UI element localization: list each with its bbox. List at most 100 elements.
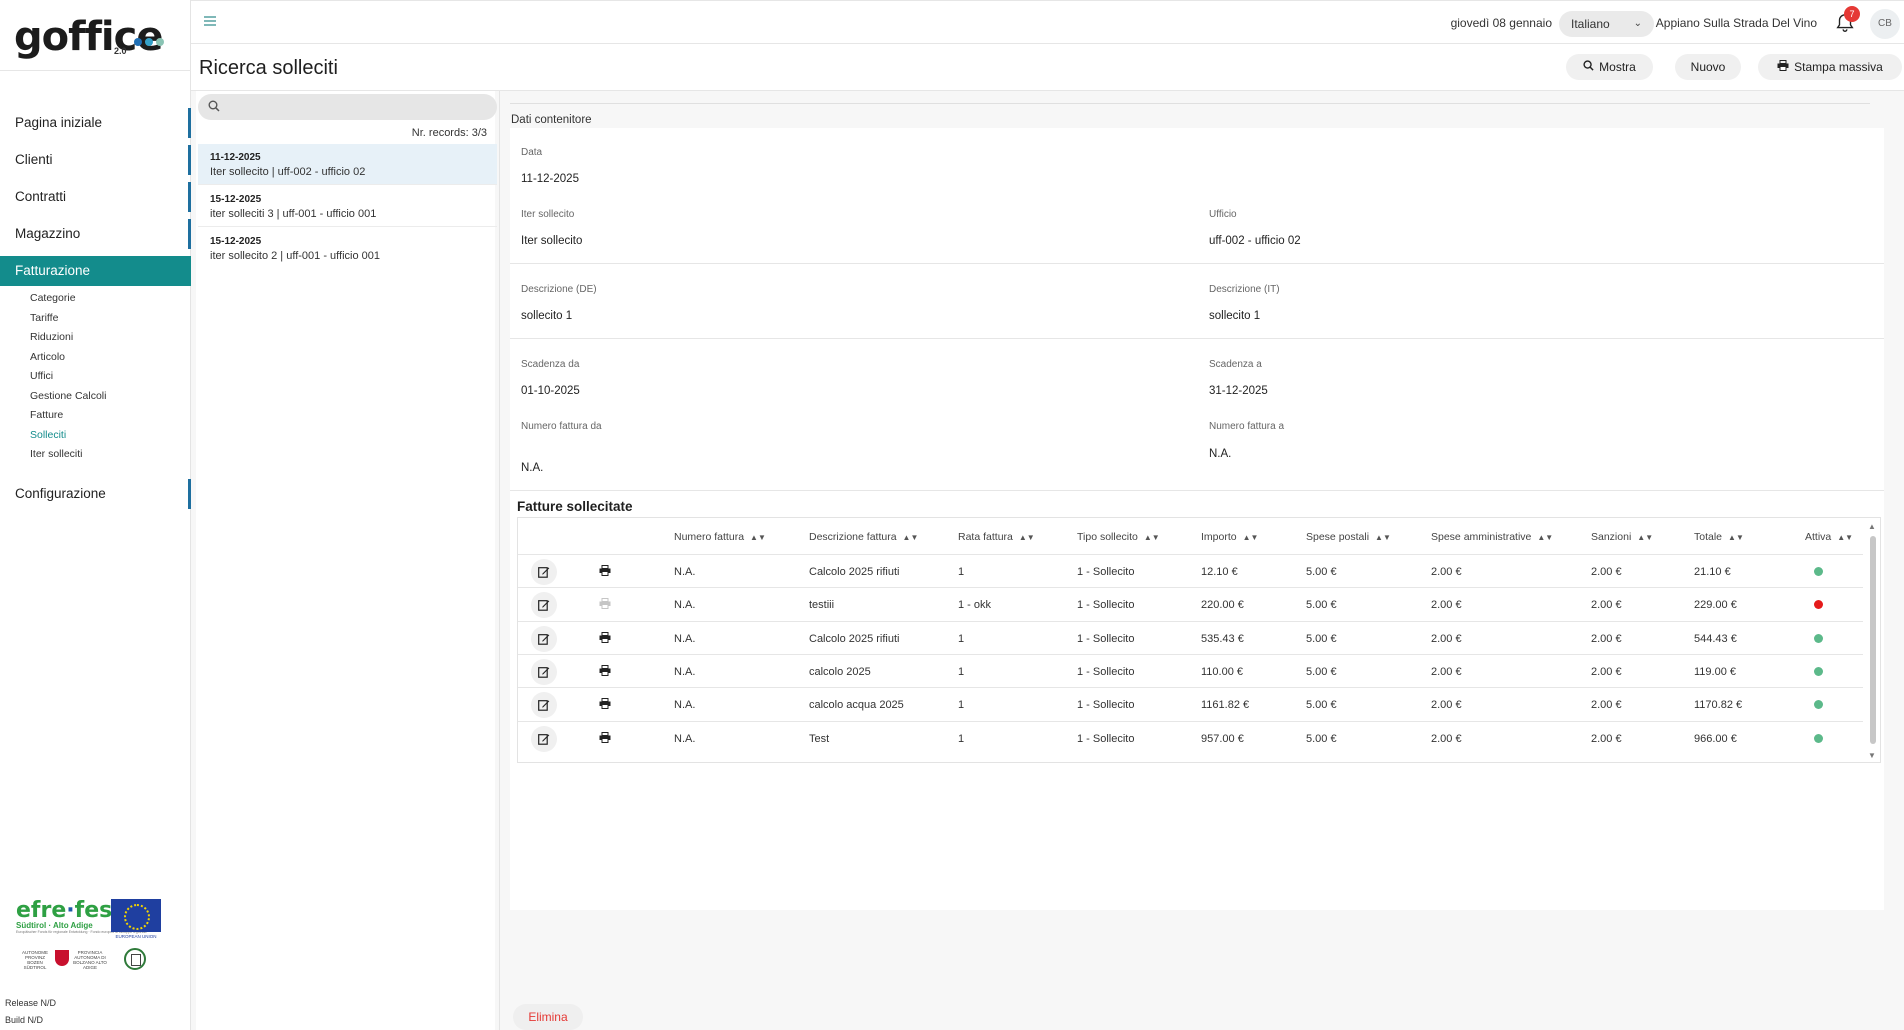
- search-icon: [1583, 54, 1594, 80]
- edit-icon[interactable]: [531, 658, 557, 685]
- cell-tipo: 1 - Sollecito: [1077, 732, 1135, 745]
- nuovo-button[interactable]: Nuovo: [1675, 54, 1741, 80]
- column-header-spese-postali[interactable]: Spese postali ▲▼: [1306, 531, 1391, 543]
- list-item-title: iter solleciti 3 | uff-001 - ufficio 001: [210, 208, 377, 220]
- field-value-desc-de: sollecito 1: [521, 310, 573, 322]
- edit-icon[interactable]: [531, 625, 557, 652]
- elimina-button[interactable]: Elimina: [513, 1004, 583, 1030]
- status-dot-icon: [1814, 633, 1823, 643]
- subnav-item-riduzioni[interactable]: Riduzioni: [30, 331, 74, 343]
- sidebar: goffice 2.0 Pagina iniziale Clienti Cont…: [0, 0, 191, 1030]
- subnav-item-articolo[interactable]: Articolo: [30, 350, 66, 363]
- printer-icon: [1777, 54, 1789, 80]
- language-select[interactable]: Italiano ⌄: [1559, 11, 1654, 37]
- column-header-importo[interactable]: Importo ▲▼: [1201, 531, 1259, 543]
- fatturazione-submenu: Categorie Tariffe Riduzioni Articolo Uff…: [0, 289, 191, 465]
- build-label: Build N/D: [5, 1015, 44, 1025]
- cell-descrizione: testiii: [809, 599, 835, 612]
- cell-spese-amm: 2.00 €: [1431, 632, 1462, 645]
- logo-divider: [0, 70, 191, 71]
- subnav-item-fatture[interactable]: Fatture: [30, 409, 64, 421]
- scroll-down-icon: ▼: [1868, 751, 1876, 760]
- italian-emblem-icon: [124, 948, 146, 970]
- nav-indicator: [188, 108, 191, 138]
- nav-item-clienti[interactable]: Clienti: [0, 145, 191, 175]
- cell-rata: 1: [958, 699, 965, 712]
- column-header-attiva[interactable]: Attiva ▲▼: [1805, 531, 1854, 543]
- field-label-scadenza-da: Scadenza da: [521, 359, 580, 370]
- cell-descrizione: Test: [809, 732, 830, 745]
- edit-icon[interactable]: [531, 692, 557, 719]
- efre-region: Südtirol · Alto Adige: [16, 921, 93, 930]
- cell-rata: 1: [958, 566, 965, 578]
- app-logo[interactable]: goffice: [14, 14, 163, 60]
- cell-spese-amm: 2.00 €: [1431, 566, 1462, 578]
- cell-descrizione: Calcolo 2025 rifiuti: [809, 566, 900, 578]
- printer-icon[interactable]: [599, 698, 611, 712]
- nav-item-fatturazione[interactable]: Fatturazione: [0, 256, 191, 286]
- subnav-item-uffici[interactable]: Uffici: [30, 370, 54, 382]
- column-header-sanzioni[interactable]: Sanzioni ▲▼: [1591, 531, 1654, 543]
- cell-totale: 966.00 €: [1694, 732, 1737, 745]
- column-header-rata-fattura[interactable]: Rata fattura ▲▼: [958, 531, 1035, 543]
- nav-item-magazzino[interactable]: Magazzino: [0, 219, 191, 249]
- column-header-numero-fattura[interactable]: Numero fattura ▲▼: [674, 531, 766, 543]
- cell-spese-amm: 2.00 €: [1431, 732, 1462, 745]
- cell-tipo: 1 - Sollecito: [1077, 566, 1135, 578]
- nav-item-contratti[interactable]: Contratti: [0, 182, 191, 212]
- hamburger-menu-icon[interactable]: [204, 16, 216, 28]
- printer-icon[interactable]: [599, 664, 611, 679]
- search-input[interactable]: [198, 94, 497, 120]
- printer-icon[interactable]: [599, 631, 611, 646]
- nav-item-configurazione[interactable]: Configurazione: [0, 478, 191, 509]
- list-item-date: 11-12-2025: [210, 152, 261, 163]
- records-count: Nr. records: 3/3: [411, 127, 487, 139]
- efre-tagline: Europäischer Fonds für regionale Entwick…: [16, 930, 148, 934]
- table-scrollbar[interactable]: ▲ ▼: [1868, 522, 1878, 760]
- mostra-button[interactable]: Mostra: [1566, 54, 1653, 80]
- printer-icon[interactable]: [599, 565, 611, 579]
- column-header-spese-amministrative[interactable]: Spese amministrative ▲▼: [1431, 531, 1554, 543]
- cell-spese-postali: 5.00 €: [1306, 699, 1337, 712]
- nav-item-label: Fatturazione: [15, 263, 91, 278]
- cell-importo: 957.00 €: [1201, 732, 1244, 745]
- list-item[interactable]: 15-12-2025 iter sollecito 2 | uff-001 - …: [198, 228, 497, 269]
- page-header: Ricerca solleciti Mostra Nuovo Stampa ma…: [191, 44, 1904, 91]
- cell-tipo: 1 - Sollecito: [1077, 699, 1135, 712]
- cell-sanzioni: 2.00 €: [1591, 566, 1622, 578]
- stampa-massiva-button[interactable]: Stampa massiva: [1758, 54, 1902, 80]
- cell-importo: 1161.82 €: [1201, 699, 1250, 712]
- cell-numero: N.A.: [674, 599, 696, 612]
- edit-icon[interactable]: [531, 559, 557, 585]
- subnav-item-solleciti[interactable]: Solleciti: [30, 428, 67, 441]
- section-label: Dati contenitore: [511, 114, 592, 126]
- column-header-descrizione-fattura[interactable]: Descrizione fattura ▲▼: [809, 531, 919, 543]
- subnav-item-gestione-calcoli[interactable]: Gestione Calcoli: [30, 389, 107, 402]
- column-header-totale[interactable]: Totale ▲▼: [1694, 531, 1744, 543]
- organization-name[interactable]: Appiano Sulla Strada Del Vino: [1655, 16, 1817, 30]
- status-dot-icon: [1814, 666, 1823, 676]
- cell-tipo: 1 - Sollecito: [1077, 665, 1135, 678]
- nav-item-pagina-iniziale[interactable]: Pagina iniziale: [0, 108, 191, 138]
- printer-icon: [599, 598, 611, 612]
- cell-sanzioni: 2.00 €: [1591, 599, 1622, 612]
- edit-icon[interactable]: [531, 725, 557, 752]
- list-item[interactable]: 15-12-2025 iter solleciti 3 | uff-001 - …: [198, 186, 497, 227]
- eu-caption: EUROPEAN UNION: [115, 934, 157, 939]
- user-avatar[interactable]: CB: [1870, 9, 1900, 39]
- notifications-bell-icon[interactable]: 7: [1834, 6, 1860, 34]
- field-label-desc-de: Descrizione (DE): [521, 284, 597, 295]
- chevron-down-icon: ⌄: [1633, 18, 1642, 29]
- column-header-tipo-sollecito[interactable]: Tipo sollecito ▲▼: [1077, 531, 1160, 543]
- subnav-item-categorie[interactable]: Categorie: [30, 292, 76, 304]
- cell-totale: 544.43 €: [1694, 632, 1737, 645]
- cell-sanzioni: 2.00 €: [1591, 699, 1622, 712]
- printer-icon[interactable]: [599, 731, 611, 746]
- field-label-scadenza-a: Scadenza a: [1209, 359, 1262, 370]
- cell-spese-amm: 2.00 €: [1431, 699, 1462, 712]
- edit-icon[interactable]: [531, 592, 557, 619]
- list-item[interactable]: 11-12-2025 Iter sollecito | uff-002 - uf…: [198, 144, 497, 185]
- subnav-item-iter-solleciti[interactable]: Iter solleciti: [30, 448, 83, 460]
- cell-numero: N.A.: [674, 699, 696, 712]
- subnav-item-tariffe[interactable]: Tariffe: [30, 311, 59, 324]
